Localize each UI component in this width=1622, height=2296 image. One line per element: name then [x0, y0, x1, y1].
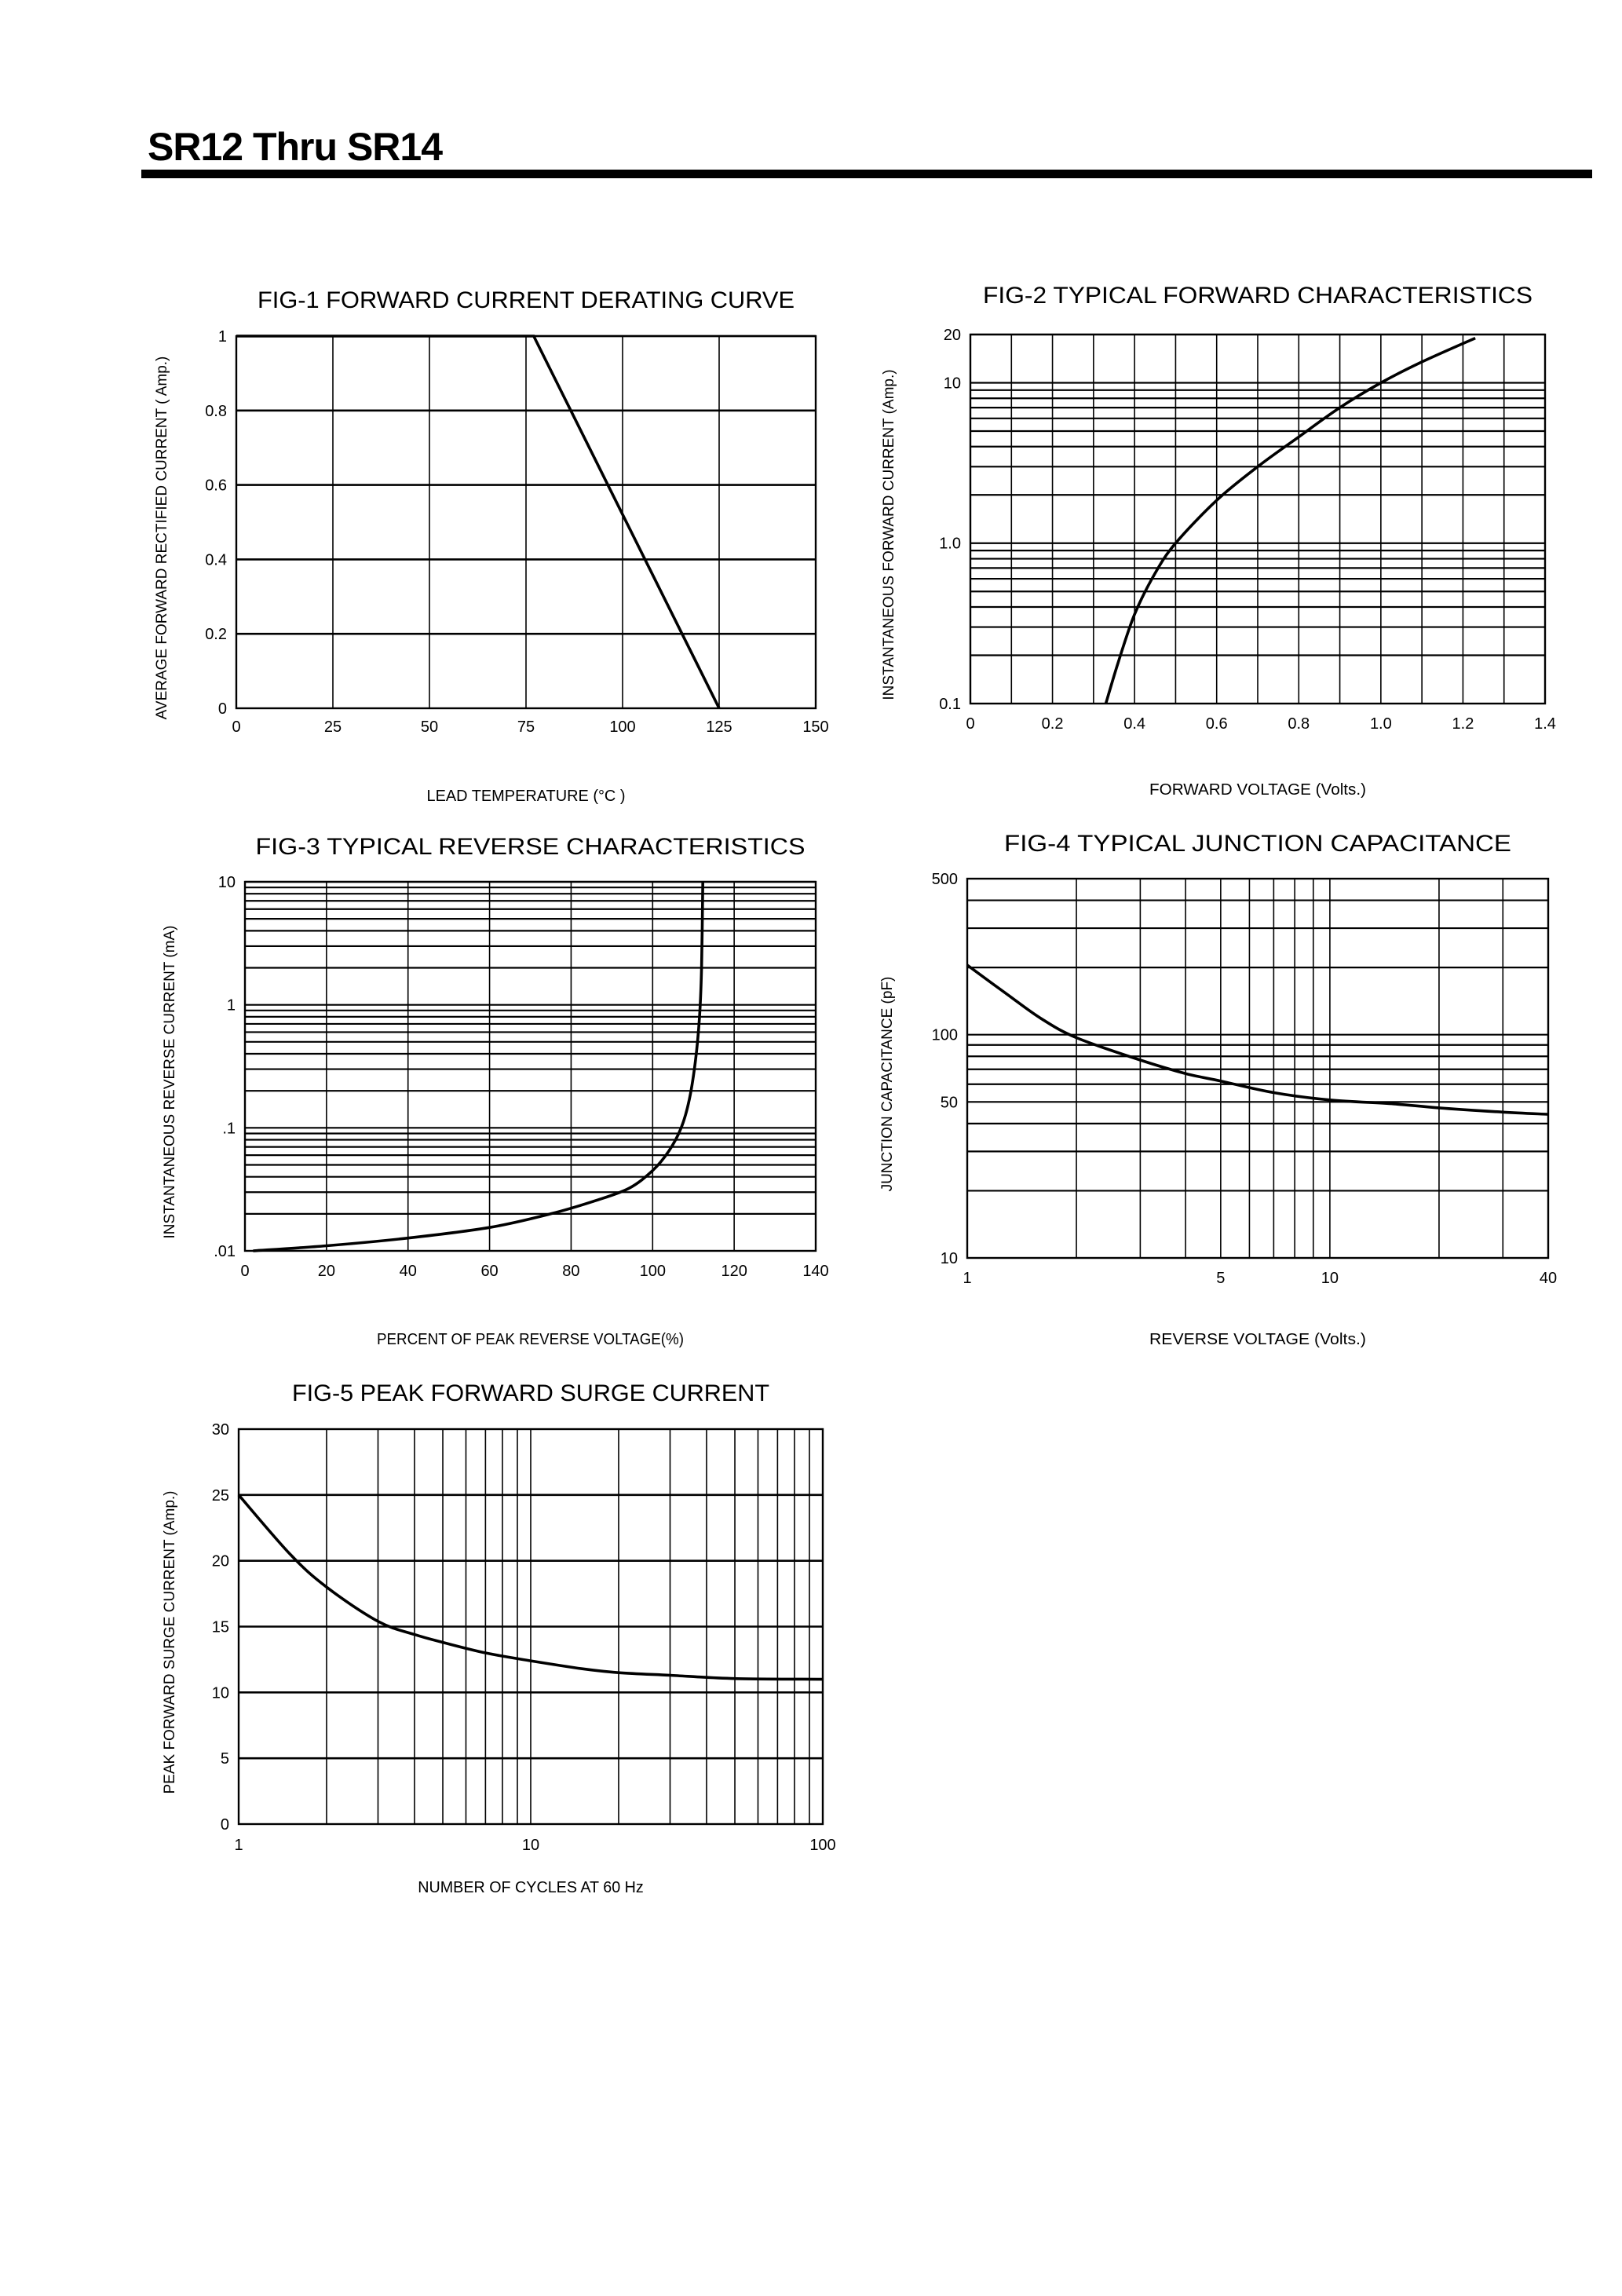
fig1-chart: FIG-1 FORWARD CURRENT DERATING CURVE 0 25 5… [154, 287, 829, 805]
x-tick-label: 125 [706, 718, 732, 736]
y-tick-label: 25 [212, 1487, 229, 1504]
y-axis-label: PEAK FORWARD SURGE CURRENT (Amp.) [162, 1490, 178, 1793]
x-axis-label: FORWARD VOLTAGE (Volts.) [1149, 781, 1366, 799]
y-tick-label: .1 [222, 1120, 236, 1137]
plot-frame [966, 877, 1550, 1260]
x-tick-label: 100 [609, 718, 635, 736]
y-tick-label: 0.4 [205, 551, 227, 569]
x-tick-label: 10 [522, 1837, 539, 1854]
y-axis-label: AVERAGE FORWARD RECTIFIED CURRENT ( Amp.… [154, 356, 170, 720]
y-axis-label: JUNCTION CAPACITANCE (pF) [879, 977, 896, 1192]
document-title: SR12 Thru SR14 [148, 125, 443, 169]
y-tick-label: 10 [941, 1250, 958, 1267]
y-tick-label: 0.2 [205, 626, 227, 643]
y-tick-label: 0 [218, 700, 227, 718]
y-tick-label: 15 [212, 1619, 229, 1636]
y-tick-label: 1 [218, 328, 227, 345]
x-tick-label: 1.0 [1370, 715, 1392, 733]
series-line-0 [236, 335, 721, 709]
x-tick-label: 0 [232, 718, 240, 736]
y-tick-label: 0 [221, 1816, 229, 1834]
plot-frame [969, 333, 1547, 705]
y-tick-label: 0.6 [205, 477, 227, 495]
y-tick-label: 5 [221, 1750, 229, 1768]
y-axis-label: INSTANTANEOUS REVERSE CURRENT (mA) [162, 925, 178, 1238]
chart-title: FIG-1 FORWARD CURRENT DERATING CURVE [258, 287, 795, 313]
chart-title: FIG-5 PEAK FORWARD SURGE CURRENT [292, 1380, 769, 1406]
y-axis-label: INSTANTANEOUS FORWARD CURRENT (Amp.) [881, 369, 897, 700]
series-line-0 [966, 963, 1549, 1116]
y-tick-label: 20 [212, 1553, 229, 1570]
x-tick-label: 60 [480, 1263, 498, 1280]
series-line-0 [253, 881, 704, 1252]
x-tick-label: 75 [517, 718, 535, 736]
x-tick-label: 100 [809, 1837, 835, 1854]
x-tick-label: 0.6 [1206, 715, 1228, 733]
fig5-chart: FIG-5 PEAK FORWARD SURGE CURRENT 1 10 100 0 5… [162, 1380, 836, 1896]
x-tick-label: 80 [562, 1263, 579, 1280]
x-tick-label: 1 [963, 1270, 971, 1287]
y-tick-label: 500 [932, 871, 958, 888]
y-tick-label: 100 [932, 1027, 958, 1044]
x-axis-label: LEAD TEMPERATURE (°C ) [427, 788, 626, 805]
x-tick-label: 150 [802, 718, 828, 736]
chart-title: FIG-2 TYPICAL FORWARD CHARACTERISTICS [983, 283, 1532, 309]
chart-title: FIG-3 TYPICAL REVERSE CHARACTERISTICS [256, 834, 806, 860]
fig3-chart: FIG-3 TYPICAL REVERSE CHARACTERISTICS 0 20… [162, 834, 829, 1348]
x-tick-label: 0 [240, 1263, 249, 1280]
y-tick-label: 50 [941, 1094, 958, 1111]
y-tick-label: 0.1 [939, 696, 961, 713]
x-tick-label: 25 [324, 718, 342, 736]
y-tick-label: 10 [944, 375, 961, 392]
y-tick-label: .01 [214, 1243, 236, 1260]
y-tick-label: 20 [944, 327, 961, 344]
plot-frame [243, 880, 817, 1252]
y-tick-label: 30 [212, 1421, 229, 1439]
x-axis-label: NUMBER OF CYCLES AT 60 Hz [418, 1879, 644, 1896]
series-line-0 [237, 1493, 824, 1681]
x-axis-label: PERCENT OF PEAK REVERSE VOLTAGE(%) [377, 1331, 684, 1348]
y-tick-label: 1.0 [939, 536, 961, 553]
x-tick-label: 50 [421, 718, 438, 736]
y-tick-label: 1 [227, 997, 236, 1015]
series-line-0 [1104, 336, 1476, 704]
x-tick-label: 20 [318, 1263, 335, 1280]
fig2-chart: FIG-2 TYPICAL FORWARD CHARACTERISTICS 0 0.… [881, 283, 1556, 799]
title-rule [141, 170, 1592, 178]
plot-frame [237, 1428, 824, 1826]
x-tick-label: 1.2 [1452, 715, 1474, 733]
x-tick-label: 40 [1540, 1270, 1557, 1287]
y-tick-label: 0.8 [205, 403, 227, 420]
x-tick-label: 5 [1216, 1270, 1225, 1287]
x-tick-label: 10 [1321, 1270, 1339, 1287]
y-tick-label: 10 [218, 874, 236, 891]
x-tick-label: 1.4 [1534, 715, 1556, 733]
x-tick-label: 120 [721, 1263, 747, 1280]
y-tick-label: 10 [212, 1684, 229, 1702]
x-tick-label: 0.4 [1123, 715, 1145, 733]
x-tick-label: 40 [400, 1263, 417, 1280]
x-axis-label: REVERSE VOLTAGE (Volts.) [1149, 1331, 1366, 1348]
x-tick-label: 140 [802, 1263, 828, 1280]
x-tick-label: 100 [640, 1263, 666, 1280]
chart-title: FIG-4 TYPICAL JUNCTION CAPACITANCE [1004, 831, 1511, 857]
fig4-chart: FIG-4 TYPICAL JUNCTION CAPACITANCE 1 5 10 40… [879, 831, 1557, 1348]
x-tick-label: 0 [966, 715, 974, 733]
x-tick-label: 1 [234, 1837, 243, 1854]
x-tick-label: 0.8 [1288, 715, 1310, 733]
x-tick-label: 0.2 [1042, 715, 1064, 733]
